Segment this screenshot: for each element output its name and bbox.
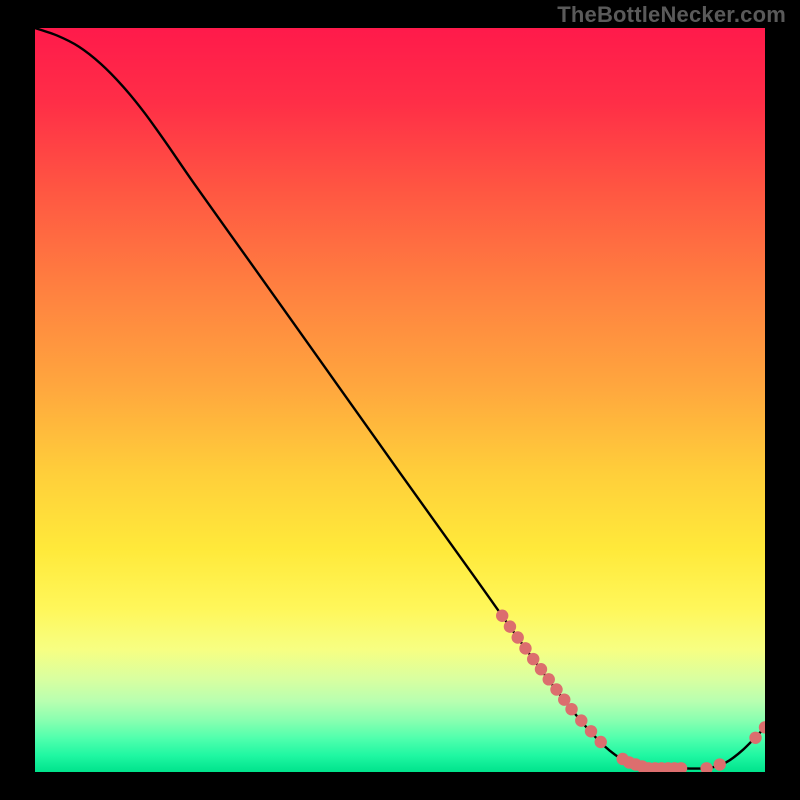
data-marker xyxy=(519,642,531,654)
data-marker xyxy=(543,673,555,685)
data-marker xyxy=(527,653,539,665)
gradient-background xyxy=(35,28,765,772)
data-marker xyxy=(535,663,547,675)
data-marker xyxy=(550,683,562,695)
plot-svg xyxy=(35,28,765,772)
data-marker xyxy=(496,610,508,622)
data-marker xyxy=(565,703,577,715)
plot-area xyxy=(35,28,765,772)
data-marker xyxy=(512,631,524,643)
watermark-text: TheBottleNecker.com xyxy=(557,2,786,28)
data-marker xyxy=(714,758,726,770)
data-marker xyxy=(575,714,587,726)
data-marker xyxy=(595,736,607,748)
data-marker xyxy=(504,620,516,632)
data-marker xyxy=(585,725,597,737)
chart-frame: TheBottleNecker.com xyxy=(0,0,800,800)
data-marker xyxy=(749,732,761,744)
